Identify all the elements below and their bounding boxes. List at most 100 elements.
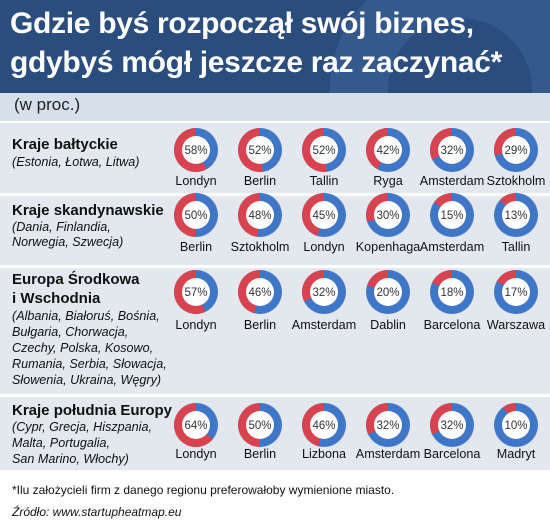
pie-value-label: 46% <box>248 287 271 299</box>
city-label: Ryga <box>373 174 403 188</box>
pie-center <box>374 278 402 306</box>
pie-value-label: 58% <box>184 145 207 157</box>
city-label: Dablin <box>370 318 406 332</box>
city-label: Amsterdam <box>355 447 421 461</box>
city-label: Berlin <box>243 174 277 188</box>
pie-value-label: 17% <box>504 287 527 299</box>
city-label: Sztokholm <box>486 174 546 188</box>
pie-value-label: 18% <box>440 287 463 299</box>
city-label: Londyn <box>175 318 217 332</box>
pie-value-label: 32% <box>440 420 463 432</box>
pie-value-label: 29% <box>504 145 527 157</box>
region-label: Kraje południa Europy <box>12 402 173 419</box>
city-label: Amsterdam <box>291 318 357 332</box>
title-line-2: gdybyś mógł jeszcze raz zaczynać* <box>10 46 502 79</box>
region-countries: (Dania, Finlandia, <box>12 220 111 234</box>
pie-chart: 50% <box>238 403 282 447</box>
pie-value-label: 57% <box>184 287 207 299</box>
pie-chart: 18% <box>430 270 474 314</box>
pie-value-label: 50% <box>248 420 271 432</box>
pie-chart: 46% <box>238 270 282 314</box>
pie-center <box>246 278 274 306</box>
pie-center <box>310 136 338 164</box>
pie-value-label: 32% <box>312 287 335 299</box>
pie-value-label: 30% <box>376 210 399 222</box>
city-label: Warszawa <box>486 318 546 332</box>
pie-chart: 29% <box>494 128 538 172</box>
pie-center <box>182 278 210 306</box>
pie-chart: 15% <box>430 193 474 237</box>
city-label: Kopenhaga <box>355 240 421 254</box>
pie-value-label: 45% <box>312 210 335 222</box>
city-label: Tallin <box>501 240 531 254</box>
region-countries: (Cypr, Grecja, Hiszpania, <box>12 420 152 434</box>
pie-center <box>438 201 466 229</box>
pie-center <box>182 411 210 439</box>
pie-center <box>310 201 338 229</box>
pie-value-label: 32% <box>440 145 463 157</box>
pie-chart: 58% <box>174 128 218 172</box>
region-label: i Wschodnia <box>12 290 101 307</box>
pie-center <box>374 411 402 439</box>
pie-chart: 48% <box>238 193 282 237</box>
pie-center <box>310 411 338 439</box>
city-label: Barcelona <box>423 318 481 332</box>
pie-value-label: 64% <box>184 420 207 432</box>
region-countries: Słowenia, Ukraina, Węgry) <box>12 373 162 387</box>
region-countries: Bułgaria, Chorwacja, <box>12 325 129 339</box>
city-label: Lizbona <box>301 447 347 461</box>
pie-value-label: 52% <box>248 145 271 157</box>
pie-chart: 32% <box>430 128 474 172</box>
region-countries: San Marino, Włochy) <box>12 452 129 466</box>
pie-chart: 50% <box>174 193 218 237</box>
pie-center <box>374 136 402 164</box>
city-label: Londyn <box>175 174 217 188</box>
pie-chart: 32% <box>430 403 474 447</box>
city-label: Berlin <box>243 318 277 332</box>
pie-center <box>374 201 402 229</box>
pie-center <box>246 136 274 164</box>
pie-center <box>182 136 210 164</box>
region-countries: Malta, Portugalia, <box>12 436 111 450</box>
pie-value-label: 10% <box>504 420 527 432</box>
pie-value-label: 46% <box>312 420 335 432</box>
pie-value-label: 50% <box>184 210 207 222</box>
pie-center <box>310 278 338 306</box>
pie-chart: 52% <box>238 128 282 172</box>
region-label: Europa Środkowa <box>12 271 140 288</box>
pie-value-label: 48% <box>248 210 271 222</box>
pie-chart: 45% <box>302 193 346 237</box>
subtitle: (w proc.) <box>14 95 81 114</box>
pie-center <box>246 201 274 229</box>
pie-center <box>438 278 466 306</box>
pie-value-label: 20% <box>376 287 399 299</box>
pie-center <box>246 411 274 439</box>
city-label: Sztokholm <box>230 240 290 254</box>
header-banner: Gdzie byś rozpoczął swój biznes, gdybyś … <box>0 0 550 93</box>
pie-chart: 10% <box>494 403 538 447</box>
pie-value-label: 15% <box>440 210 463 222</box>
pie-chart: 64% <box>174 403 218 447</box>
pie-center <box>502 411 530 439</box>
pie-center <box>502 201 530 229</box>
region-label: Kraje bałtyckie <box>12 136 118 153</box>
pie-center <box>438 411 466 439</box>
city-label: Berlin <box>243 447 277 461</box>
region-countries: Norwegia, Szwecja) <box>12 235 124 249</box>
city-label: Amsterdam <box>419 174 485 188</box>
pie-chart: 42% <box>366 128 410 172</box>
source: Źródło: www.startupheatmap.eu <box>12 505 182 519</box>
pie-chart: 32% <box>366 403 410 447</box>
pie-value-label: 32% <box>376 420 399 432</box>
region-countries: (Albania, Białoruś, Bośnia, <box>12 309 160 323</box>
page-title: Gdzie byś rozpoczął swój biznes, gdybyś … <box>10 4 550 82</box>
city-label: Tallin <box>309 174 339 188</box>
pie-value-label: 42% <box>376 145 399 157</box>
pie-chart: 30% <box>366 193 410 237</box>
pie-chart: 57% <box>174 270 218 314</box>
region-label: Kraje skandynawskie <box>12 202 164 219</box>
pie-value-label: 13% <box>504 210 527 222</box>
region-countries: Czechy, Polska, Kosowo, <box>12 341 154 355</box>
city-label: Londyn <box>175 447 217 461</box>
